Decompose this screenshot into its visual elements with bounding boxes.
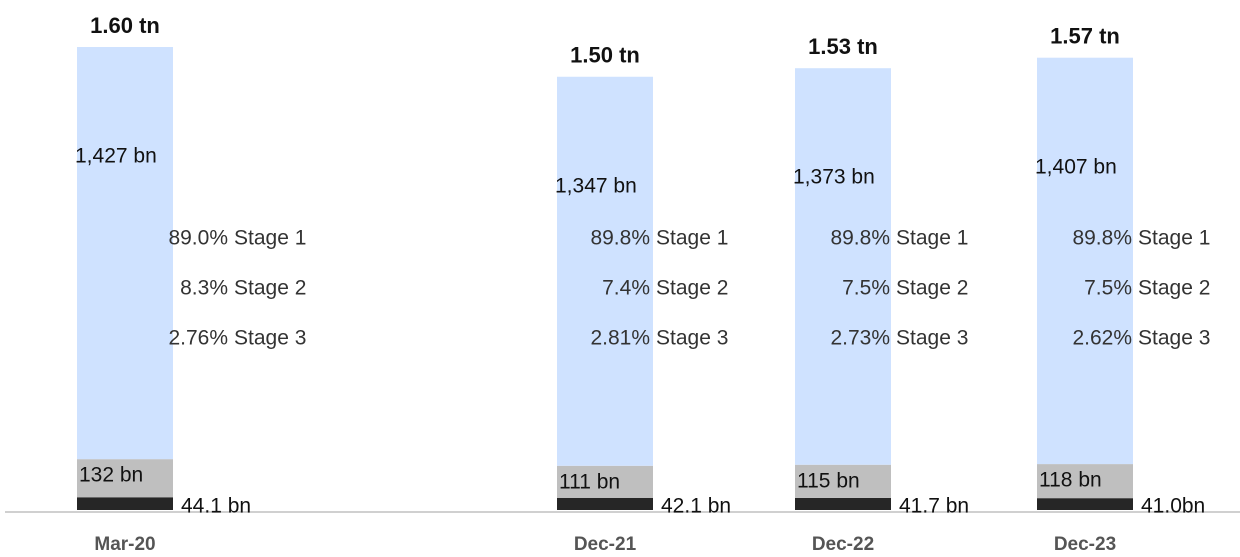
value-label: 1,373 bn [793,166,875,189]
bar-segment [795,68,891,465]
value-label: 132 bn [79,464,143,487]
bar-segment [1037,57,1133,465]
stage-name: Stage 2 [1138,277,1210,300]
value-label: 41.7 bn [899,495,969,518]
total-label: 1.53 tn [808,34,878,59]
value-label: 115 bn [797,469,860,492]
total-label: 1.50 tn [570,43,640,68]
stage-name: Stage 1 [656,227,728,250]
share-label: 2.76% [168,327,228,350]
share-label: 7.5% [842,277,890,300]
value-label: 111 bn [559,470,620,493]
x-tick-label: Dec-22 [812,534,874,555]
share-label: 89.8% [830,227,890,250]
share-label: 2.62% [1072,327,1132,350]
bar-segment [1037,464,1133,499]
value-label: 1,407 bn [1035,155,1117,178]
stage-name: Stage 3 [896,327,968,350]
stage-name: Stage 1 [234,227,306,250]
x-tick-label: Dec-21 [574,534,637,555]
stage-name: Stage 3 [1138,327,1210,350]
share-label: 89.8% [590,227,650,250]
share-label: 89.8% [1072,227,1132,250]
value-label: 118 bn [1039,469,1102,492]
stage-name: Stage 1 [896,227,968,250]
stage-name: Stage 2 [234,277,306,300]
value-label: 1,347 bn [555,174,637,197]
stage-name: Stage 2 [656,277,728,300]
stage-name: Stage 1 [1138,227,1210,250]
share-label: 8.3% [180,277,228,300]
bar-segment [1037,498,1133,510]
value-label: 44.1 bn [181,495,251,518]
total-label: 1.60 tn [90,13,160,38]
stage-name: Stage 3 [656,327,728,350]
value-label: 42.1 bn [661,495,731,518]
share-label: 2.81% [590,327,650,350]
stage-name: Stage 3 [234,327,306,350]
bar-segment [557,465,653,498]
total-label: 1.57 tn [1050,24,1120,49]
share-label: 7.5% [1084,277,1132,300]
value-label: 1,427 bn [75,145,157,168]
stage-name: Stage 2 [896,277,968,300]
bar-segment [77,459,173,498]
bar-segment [557,76,653,466]
share-label: 7.4% [602,277,650,300]
bar-segment [795,497,891,510]
bar-segment [795,464,891,498]
x-tick-label: Dec-23 [1054,534,1116,555]
bar-segment [557,497,653,510]
value-label: 41.0bn [1141,495,1205,518]
bar-segment [77,497,173,510]
share-label: 2.73% [830,327,890,350]
x-tick-label: Mar-20 [94,534,155,555]
share-label: 89.0% [168,227,228,250]
bar-segment [77,47,173,460]
